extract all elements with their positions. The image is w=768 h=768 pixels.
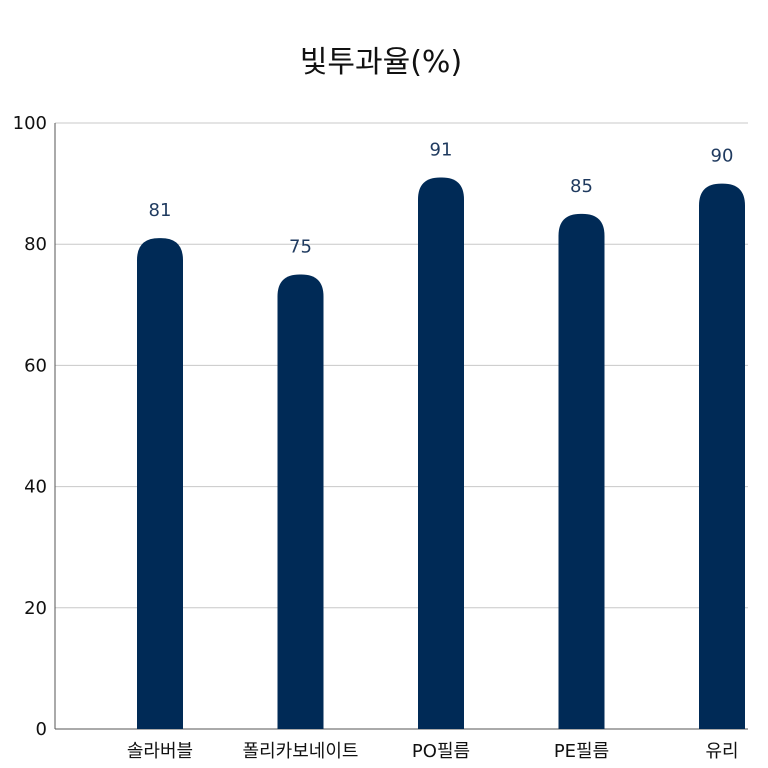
y-tick-label: 0 (36, 719, 47, 740)
y-tick-label: 20 (24, 598, 47, 619)
y-tick-label: 100 (13, 113, 47, 134)
y-tick-label: 40 (24, 477, 47, 498)
data-label: 85 (570, 176, 593, 197)
labels: 0 20 40 60 80 100 81 솔라버블 75 폴리카보네이트 91 PO필름 85 PE필름 9… (13, 113, 739, 762)
category-label: 솔라버블 (127, 741, 193, 762)
bar-5 (699, 183, 745, 730)
category-label: 폴리카보네이트 (243, 741, 359, 762)
chart-title: 빛투과율(%) (300, 45, 462, 80)
bars (137, 177, 745, 730)
category-label: 유리 (705, 741, 738, 762)
y-tick-label: 60 (24, 355, 47, 376)
bar-4 (558, 213, 605, 729)
data-label: 90 (711, 146, 734, 167)
data-label: 81 (149, 200, 172, 221)
bar-3 (418, 177, 464, 730)
bar-2 (277, 274, 324, 729)
bar-1 (137, 238, 183, 729)
category-label: PE필름 (554, 741, 609, 762)
y-tick-label: 80 (24, 234, 47, 255)
data-label: 91 (430, 140, 453, 161)
category-label: PO필름 (412, 741, 470, 762)
data-label: 75 (289, 237, 312, 258)
